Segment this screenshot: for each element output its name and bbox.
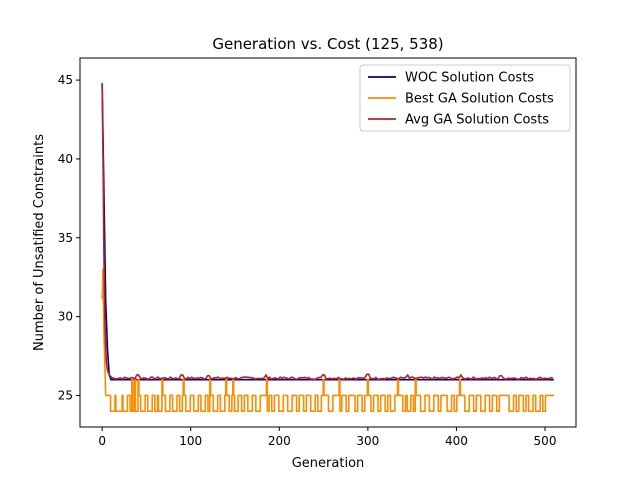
x-tick-label: 400 — [445, 434, 468, 448]
y-tick-label: 45 — [58, 73, 73, 87]
x-tick-label: 100 — [179, 434, 202, 448]
plot-frame — [79, 57, 577, 428]
y-tick-label: 40 — [58, 152, 73, 166]
chart-title: Generation vs. Cost (125, 538) — [212, 35, 443, 53]
best-ga-series-line — [101, 268, 554, 413]
y-axis-label: Number of Unsatified Constraints — [32, 134, 47, 351]
legend-label: WOC Solution Costs — [405, 71, 534, 86]
x-ticks: 0 100 200 300 400 500 — [98, 427, 556, 448]
avg-ga-series-line — [101, 83, 554, 381]
legend-label: Avg GA Solution Costs — [405, 113, 549, 128]
y-tick-label: 30 — [58, 310, 73, 324]
legend-label: Best GA Solution Costs — [405, 92, 554, 107]
x-tick-label: 0 — [98, 434, 106, 448]
x-axis-label: Generation — [292, 456, 365, 471]
x-tick-label: 300 — [356, 434, 379, 448]
series-layer — [101, 83, 554, 413]
y-tick-label: 25 — [58, 388, 73, 402]
legend: WOC Solution Costs Best GA Solution Costs… — [359, 64, 571, 132]
y-tick-label: 35 — [58, 231, 73, 245]
y-ticks: 25 30 35 40 45 — [58, 73, 80, 402]
legend-frame — [359, 64, 571, 132]
x-tick-label: 200 — [268, 434, 291, 448]
x-tick-label: 500 — [534, 434, 557, 448]
